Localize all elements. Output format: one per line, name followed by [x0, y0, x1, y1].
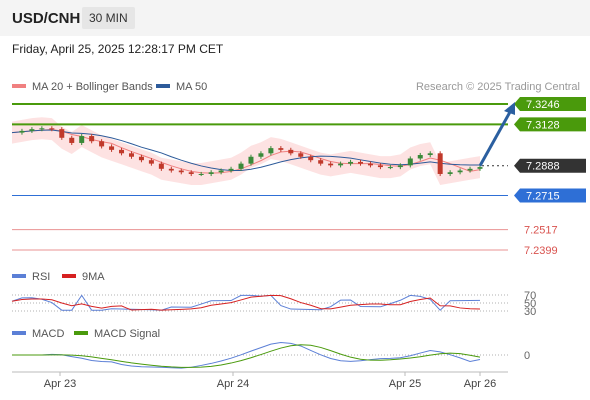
- rsi-ma-line: [11, 294, 481, 311]
- candle-body: [328, 163, 334, 166]
- candle-body: [188, 172, 194, 174]
- candle-body: [79, 136, 85, 143]
- macd-signal-line: [12, 344, 481, 368]
- level-tag-support: [514, 188, 586, 203]
- bollinger-band: [12, 117, 480, 185]
- rsi-ma-legend-swatch: [62, 274, 76, 278]
- candle-body: [29, 129, 35, 131]
- level-label-target: 7.2399: [524, 245, 558, 257]
- candle-body: [59, 129, 65, 138]
- candle-body: [397, 165, 403, 168]
- candle-body: [457, 170, 463, 173]
- macd-legend-label: MACD: [32, 328, 64, 340]
- candle-body: [467, 168, 473, 171]
- ma50-line: [11, 129, 480, 172]
- candle-body: [148, 160, 154, 164]
- rsi-line: [11, 294, 481, 311]
- candle-body: [99, 141, 105, 147]
- candle-body: [417, 155, 423, 159]
- x-tick-label: Apr 24: [217, 378, 249, 390]
- level-label-current: 7.2888: [526, 161, 560, 173]
- candle-body: [168, 168, 174, 171]
- ma50-legend-label: MA 50: [176, 81, 207, 93]
- ma20-legend-swatch: [12, 84, 26, 88]
- candle-body: [278, 148, 284, 150]
- candle-body: [178, 170, 184, 173]
- macd-signal-legend-label: MACD Signal: [94, 328, 160, 340]
- ma20-legend-label: MA 20 + Bollinger Bands: [32, 81, 153, 93]
- candle-body: [218, 170, 224, 173]
- candle-body: [238, 163, 244, 169]
- level-tag-current: [514, 158, 586, 173]
- macd-legend-swatch: [12, 331, 26, 335]
- level-tag-resistance: [514, 97, 586, 111]
- timeframe-button[interactable]: 30 MIN: [82, 7, 135, 29]
- rsi-level-label: 70: [524, 290, 536, 302]
- candle-body: [298, 153, 304, 157]
- candle-body: [109, 146, 115, 150]
- candle-body: [138, 156, 144, 161]
- candle-body: [308, 156, 314, 161]
- level-label-resistance: 7.3128: [526, 119, 560, 131]
- candle-body: [367, 163, 373, 166]
- candle-body: [19, 130, 25, 133]
- candle-body: [248, 156, 254, 164]
- candle-body: [208, 172, 214, 174]
- candle-body: [477, 167, 483, 169]
- symbol-label[interactable]: USD/CNH: [12, 10, 81, 27]
- candle-body: [89, 136, 95, 142]
- ma50-legend-swatch: [156, 84, 170, 88]
- level-label-target: 7.2517: [524, 225, 558, 237]
- datetime-label: Friday, April 25, 2025 12:28:17 PM CET: [12, 42, 224, 56]
- rsi-ma-legend-label: 9MA: [82, 271, 105, 283]
- candle-body: [49, 128, 55, 130]
- candle-body: [348, 161, 354, 164]
- forecast-arrow-head: [504, 102, 515, 115]
- level-label-support: 7.2715: [526, 191, 560, 203]
- macd-level-label: 0: [524, 350, 530, 362]
- level-label-resistance: 7.3246: [526, 99, 560, 111]
- candle-body: [358, 161, 364, 164]
- candle-body: [39, 128, 45, 130]
- candle-body: [69, 137, 75, 143]
- candle-body: [427, 153, 433, 156]
- candle-body: [377, 165, 383, 168]
- x-tick-label: Apr 23: [44, 378, 76, 390]
- macd-line: [12, 342, 481, 369]
- forecast-arrow-line: [478, 111, 512, 167]
- macd-signal-legend-swatch: [74, 331, 88, 335]
- candle-body: [437, 153, 443, 174]
- source-credit: Research © 2025 Trading Central: [416, 81, 580, 93]
- candle-body: [447, 172, 453, 174]
- rsi-legend-swatch: [12, 274, 26, 278]
- candle-body: [119, 149, 125, 154]
- rsi-level-label: 50: [524, 298, 536, 310]
- candle-body: [158, 163, 164, 169]
- candle-body: [198, 173, 204, 175]
- candle-body: [128, 153, 134, 157]
- candle-body: [338, 163, 344, 166]
- rsi-level-label: 30: [524, 306, 536, 318]
- candle-body: [288, 149, 294, 154]
- candle-body: [407, 158, 413, 166]
- candle-body: [387, 167, 393, 169]
- candle-body: [318, 160, 324, 164]
- candle-body: [258, 153, 264, 157]
- candle-body: [228, 168, 234, 171]
- candle-body: [268, 148, 274, 154]
- level-tag-resistance: [514, 117, 586, 132]
- x-tick-label: Apr 26: [464, 378, 496, 390]
- x-tick-label: Apr 25: [389, 378, 421, 390]
- rsi-legend-label: RSI: [32, 271, 50, 283]
